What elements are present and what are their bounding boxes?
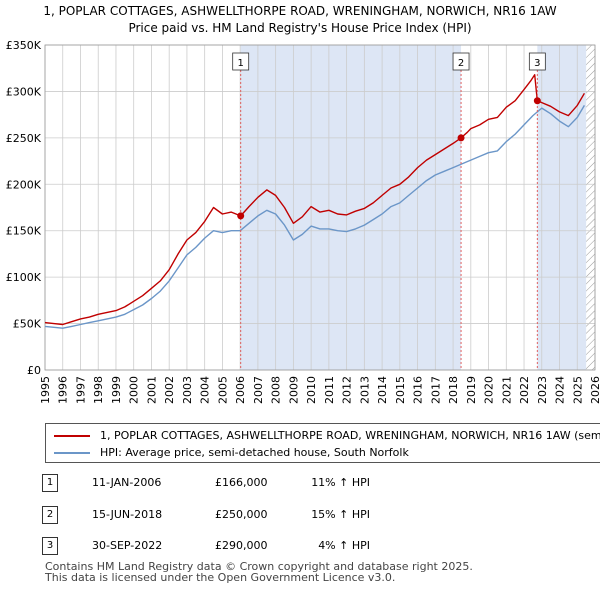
highlight-band bbox=[537, 45, 587, 370]
transaction-number: 3 bbox=[42, 537, 58, 555]
price-chart: £0 £50K £100K £150K £200K £250K £300K £350K 1995… bbox=[6, 39, 600, 404]
x-tick-label: 2011 bbox=[323, 376, 336, 404]
x-tick-label: 1998 bbox=[92, 376, 105, 404]
sale-point bbox=[533, 97, 541, 105]
x-tick-label: 2017 bbox=[429, 376, 442, 404]
x-tick-label: 2014 bbox=[376, 376, 389, 404]
plot-frame bbox=[44, 44, 596, 371]
legend: 1, POPLAR COTTAGES, ASHWELLTHORPE ROAD, … bbox=[45, 423, 600, 463]
y-tick-label: £0 bbox=[27, 364, 41, 377]
x-tick-label: 2023 bbox=[536, 376, 549, 404]
y-tick-label: £250K bbox=[6, 132, 42, 145]
y-tick-label: £300K bbox=[6, 85, 42, 98]
series-line-hpi bbox=[44, 105, 586, 329]
legend-label-property: 1, POPLAR COTTAGES, ASHWELLTHORPE ROAD, … bbox=[100, 429, 600, 442]
footer-license: This data is licensed under the Open Gov… bbox=[45, 571, 396, 584]
x-tick-label: 2001 bbox=[145, 376, 158, 404]
x-tick-label: 1997 bbox=[74, 376, 87, 404]
x-tick-label: 2022 bbox=[518, 376, 531, 404]
y-tick-label: £150K bbox=[6, 225, 42, 238]
x-tick-label: 1999 bbox=[110, 376, 123, 404]
legend-label-hpi: HPI: Average price, semi-detached house,… bbox=[100, 446, 409, 459]
x-tick-label: 2008 bbox=[270, 376, 283, 404]
highlight-band bbox=[240, 45, 462, 370]
legend-swatch-property bbox=[54, 435, 90, 437]
x-tick-label: 2005 bbox=[216, 376, 229, 404]
transaction-price: £290,000 bbox=[215, 539, 268, 552]
forecast-hatch bbox=[586, 45, 595, 370]
x-tick-label: 2002 bbox=[163, 376, 176, 404]
marker-box bbox=[232, 52, 250, 71]
transaction-hpi: 11% ↑ HPI bbox=[311, 476, 370, 489]
transaction-number: 1 bbox=[42, 474, 58, 492]
x-tick-label: 2024 bbox=[554, 376, 567, 404]
chart-title-block: 1, POPLAR COTTAGES, ASHWELLTHORPE ROAD, … bbox=[0, 3, 600, 37]
marker-label: 3 bbox=[534, 58, 540, 69]
x-tick-label: 2013 bbox=[358, 376, 371, 404]
y-tick-label: £100K bbox=[6, 271, 42, 284]
x-tick-label: 2020 bbox=[483, 376, 496, 404]
y-tick-label: £350K bbox=[6, 39, 42, 52]
x-tick-label: 2009 bbox=[287, 376, 300, 404]
transaction-price: £250,000 bbox=[215, 508, 268, 521]
x-tick-label: 2007 bbox=[252, 376, 265, 404]
transaction-number: 2 bbox=[42, 506, 58, 524]
transaction-price: £166,000 bbox=[215, 476, 268, 489]
sale-point bbox=[457, 134, 465, 142]
transaction-date: 30-SEP-2022 bbox=[92, 539, 163, 552]
marker-box bbox=[528, 52, 546, 71]
x-tick-label: 2019 bbox=[465, 376, 478, 404]
x-tick-label: 2006 bbox=[234, 376, 247, 404]
x-tick-label: 2018 bbox=[447, 376, 460, 404]
x-tick-label: 2016 bbox=[412, 376, 425, 404]
x-tick-label: 1996 bbox=[57, 376, 70, 404]
transaction-date: 11-JAN-2006 bbox=[92, 476, 162, 489]
x-tick-label: 2015 bbox=[394, 376, 407, 404]
y-tick-label: £200K bbox=[6, 178, 42, 191]
x-tick-label: 2003 bbox=[181, 376, 194, 404]
x-tick-label: 2012 bbox=[341, 376, 354, 404]
chart-title: 1, POPLAR COTTAGES, ASHWELLTHORPE ROAD, … bbox=[43, 4, 557, 18]
transaction-row: 1 11-JAN-2006 £166,000 11% ↑ HPI bbox=[0, 474, 600, 494]
footer-notice: Contains HM Land Registry data © Crown c… bbox=[45, 561, 473, 583]
y-tick-label: £50K bbox=[13, 318, 42, 331]
x-tick-label: 2021 bbox=[500, 376, 513, 404]
x-tick-label: 2010 bbox=[305, 376, 318, 404]
x-tick-label: 2026 bbox=[589, 376, 600, 404]
transaction-date: 15-JUN-2018 bbox=[92, 508, 163, 521]
transaction-hpi: 15% ↑ HPI bbox=[311, 508, 370, 521]
series-line-property bbox=[44, 73, 586, 326]
x-tick-label: 1995 bbox=[39, 376, 52, 404]
x-tick-label: 2004 bbox=[199, 376, 212, 404]
marker-box bbox=[452, 52, 470, 71]
footer-copyright: Contains HM Land Registry data © Crown c… bbox=[45, 560, 473, 573]
chart-subtitle: Price paid vs. HM Land Registry's House … bbox=[128, 21, 472, 35]
x-tick-label: 2000 bbox=[128, 376, 141, 404]
transaction-row: 2 15-JUN-2018 £250,000 15% ↑ HPI bbox=[0, 506, 600, 526]
legend-swatch-hpi bbox=[54, 452, 90, 454]
marker-label: 2 bbox=[458, 58, 464, 69]
transaction-row: 3 30-SEP-2022 £290,000 4% ↑ HPI bbox=[0, 537, 600, 557]
sale-point bbox=[237, 212, 245, 220]
transaction-hpi: 4% ↑ HPI bbox=[318, 539, 370, 552]
marker-label: 1 bbox=[238, 58, 244, 69]
x-tick-label: 2025 bbox=[571, 376, 584, 404]
